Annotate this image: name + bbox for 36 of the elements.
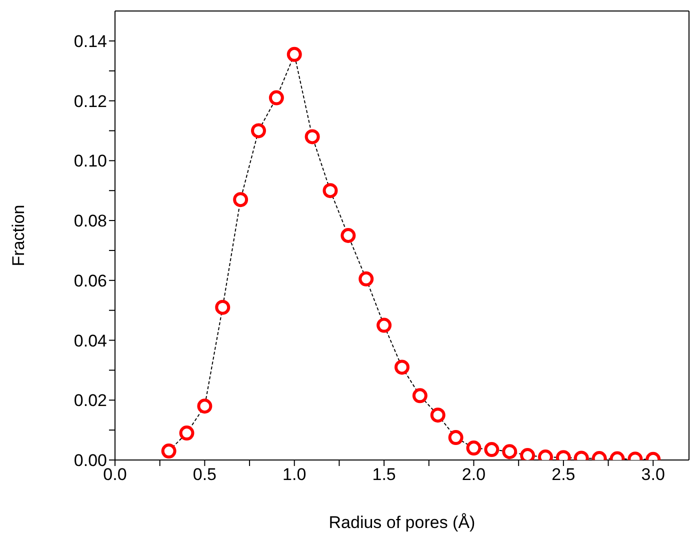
point [215,300,230,315]
point [502,444,518,460]
x-tick-label: 1.0 [282,465,306,484]
point [430,408,446,423]
x-tick-label: 3.0 [641,465,665,484]
x-axis-title: Radius of pores (Å) [328,513,476,532]
y-tick-label: 0.04 [74,331,107,350]
point [304,129,320,144]
x-tick-label: 0.0 [103,465,127,484]
point [340,228,356,243]
point [179,426,194,441]
point [322,183,338,198]
point [251,123,266,138]
point [161,444,176,459]
x-tick-label: 2.0 [462,465,486,484]
y-tick-label: 0.06 [74,271,107,290]
y-tick-label: 0.10 [74,152,107,171]
point [484,442,500,458]
point [358,271,374,286]
point [466,440,482,456]
y-axis-title: Fraction [9,204,28,266]
y-tick-label: 0.14 [74,32,107,51]
y-tick-label: 0.08 [74,212,107,231]
x-tick-label: 1.5 [372,465,396,484]
x-tick-label: 2.5 [552,465,576,484]
point [376,318,392,333]
point [197,398,212,414]
point [233,192,248,208]
point [448,430,464,446]
x-tick-label: 0.5 [192,465,217,484]
point [286,46,302,62]
y-tick-label: 0.02 [74,391,107,410]
point [268,90,284,106]
point [412,388,428,404]
point [394,360,410,375]
y-tick-label: 0.12 [74,92,107,111]
